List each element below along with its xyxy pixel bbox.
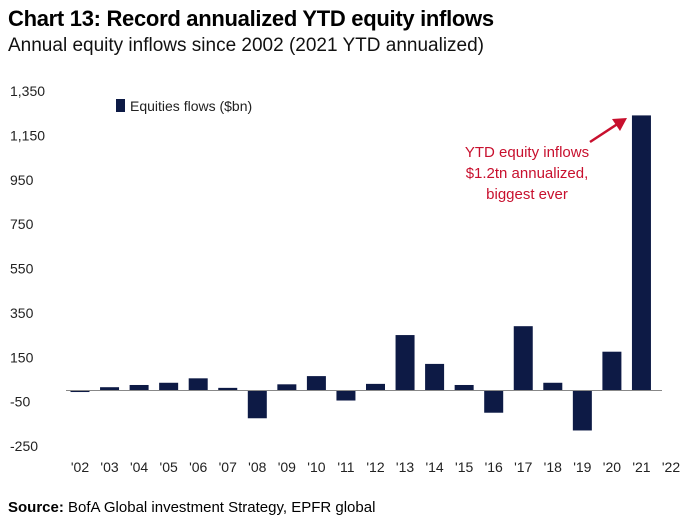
source-text: BofA Global investment Strategy, EPFR gl… xyxy=(68,499,376,516)
bar-series xyxy=(70,115,651,431)
bar xyxy=(395,335,415,391)
bar xyxy=(631,115,651,391)
annotation: YTD equity inflows $1.2tn annualized, bi… xyxy=(465,118,627,203)
bar xyxy=(543,382,563,391)
y-tick-label: -50 xyxy=(10,394,30,410)
bar xyxy=(218,387,238,391)
bar xyxy=(425,363,445,391)
y-tick-label: 1,350 xyxy=(10,83,45,99)
annotation-arrow xyxy=(589,121,620,144)
x-tick-label: '03 xyxy=(100,459,118,475)
bar xyxy=(602,351,622,391)
x-tick-label: '08 xyxy=(248,459,266,475)
x-tick-label: '04 xyxy=(130,459,148,475)
source-note: Source: BofA Global investment Strategy,… xyxy=(8,499,375,516)
annotation-line-1: YTD equity inflows xyxy=(465,144,589,161)
x-tick-label: '15 xyxy=(455,459,473,475)
bar xyxy=(366,383,385,391)
x-axis: '02 '03 '04 '05 '06 '07 '08 '09 '10 '11 '12 '13 '14 '… xyxy=(71,459,680,475)
bar xyxy=(336,390,356,401)
x-tick-label: '06 xyxy=(189,459,207,475)
y-tick-label: 750 xyxy=(10,216,34,232)
x-tick-label: '18 xyxy=(544,459,562,475)
bar xyxy=(247,390,267,419)
annotation-arrowhead xyxy=(612,118,627,131)
x-tick-label: '13 xyxy=(396,459,414,475)
x-tick-label: '10 xyxy=(307,459,325,475)
x-tick-label: '19 xyxy=(573,459,591,475)
x-tick-label: '12 xyxy=(366,459,384,475)
annotation-line-2: $1.2tn annualized, xyxy=(466,165,589,182)
chart-title: Chart 13: Record annualized YTD equity i… xyxy=(8,6,494,31)
bar xyxy=(129,384,149,391)
x-tick-label: '05 xyxy=(160,459,178,475)
legend-label: Equities flows ($bn) xyxy=(130,98,252,114)
x-tick-label: '02 xyxy=(71,459,89,475)
y-tick-label: 950 xyxy=(10,172,34,188)
y-tick-label: -250 xyxy=(10,438,38,454)
y-tick-label: 350 xyxy=(10,305,34,321)
bar xyxy=(484,390,504,413)
bar xyxy=(159,382,179,391)
bar xyxy=(572,390,592,431)
bar xyxy=(100,387,120,391)
x-tick-label: '17 xyxy=(514,459,532,475)
bar xyxy=(277,384,297,391)
y-tick-label: 550 xyxy=(10,261,34,277)
bar xyxy=(306,376,326,391)
legend: Equities flows ($bn) xyxy=(116,98,252,114)
bar xyxy=(454,384,474,391)
y-tick-label: 1,150 xyxy=(10,127,45,143)
y-tick-label: 150 xyxy=(10,349,34,365)
bar xyxy=(70,390,90,393)
x-tick-label: '22 xyxy=(662,459,680,475)
legend-swatch xyxy=(116,99,125,112)
bar xyxy=(513,326,533,391)
y-axis: 1,350 1,150 950 750 550 350 150 -50 -250 xyxy=(10,83,45,454)
x-tick-label: '11 xyxy=(337,459,354,475)
x-tick-label: '20 xyxy=(603,459,621,475)
x-tick-label: '16 xyxy=(485,459,503,475)
source-label: Source: xyxy=(8,499,64,516)
x-tick-label: '21 xyxy=(632,459,650,475)
x-tick-label: '07 xyxy=(219,459,237,475)
chart-subtitle: Annual equity inflows since 2002 (2021 Y… xyxy=(8,35,485,56)
bar xyxy=(188,378,208,391)
x-tick-label: '14 xyxy=(425,459,443,475)
annotation-line-3: biggest ever xyxy=(486,186,568,203)
x-tick-label: '09 xyxy=(278,459,296,475)
